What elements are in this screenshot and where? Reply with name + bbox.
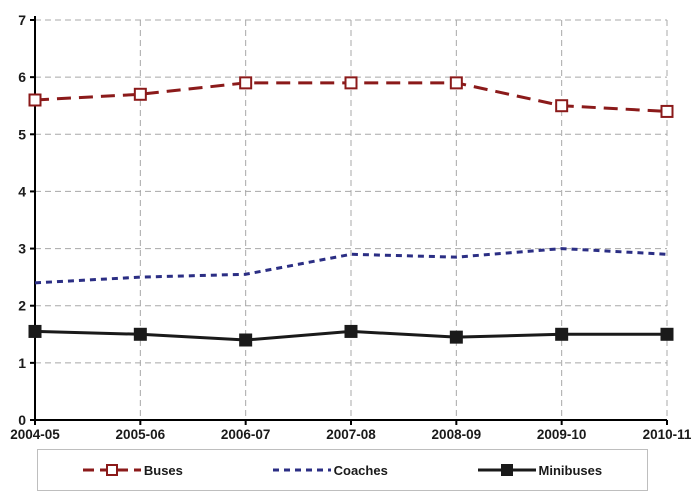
legend-item-minibuses: Minibuses [477,462,603,478]
legend-item-buses: Buses [82,462,183,478]
legend-label-buses: Buses [143,462,183,478]
minibuses-solid-line-swatch-icon [477,464,536,476]
svg-text:2006-07: 2006-07 [221,427,271,442]
legend-item-coaches: Coaches [272,462,388,478]
svg-text:5: 5 [18,126,26,142]
svg-text:2005-06: 2005-06 [116,427,166,442]
svg-text:2009-10: 2009-10 [537,427,587,442]
legend-label-coaches: Coaches [333,462,388,478]
svg-text:2: 2 [18,298,26,314]
svg-text:2007-08: 2007-08 [326,427,376,442]
svg-text:2008-09: 2008-09 [432,427,482,442]
svg-text:4: 4 [18,183,26,199]
legend-label-minibuses: Minibuses [538,462,603,478]
svg-text:2010-11: 2010-11 [643,427,692,442]
svg-text:1: 1 [18,355,26,371]
svg-text:3: 3 [18,241,26,257]
svg-text:7: 7 [18,12,26,28]
buses-dashed-line-swatch-icon [82,464,141,476]
line-chart-plot: 0 1 2 3 4 5 6 7 2004-05 2005-06 2006-07 2007-08 2008… [10,12,692,442]
svg-text:6: 6 [18,69,26,85]
chart-legend: Buses Coaches Minibuses [37,449,648,491]
coaches-dotted-line-swatch-icon [272,468,331,472]
svg-text:2004-05: 2004-05 [10,427,60,442]
svg-text:0: 0 [18,412,26,428]
